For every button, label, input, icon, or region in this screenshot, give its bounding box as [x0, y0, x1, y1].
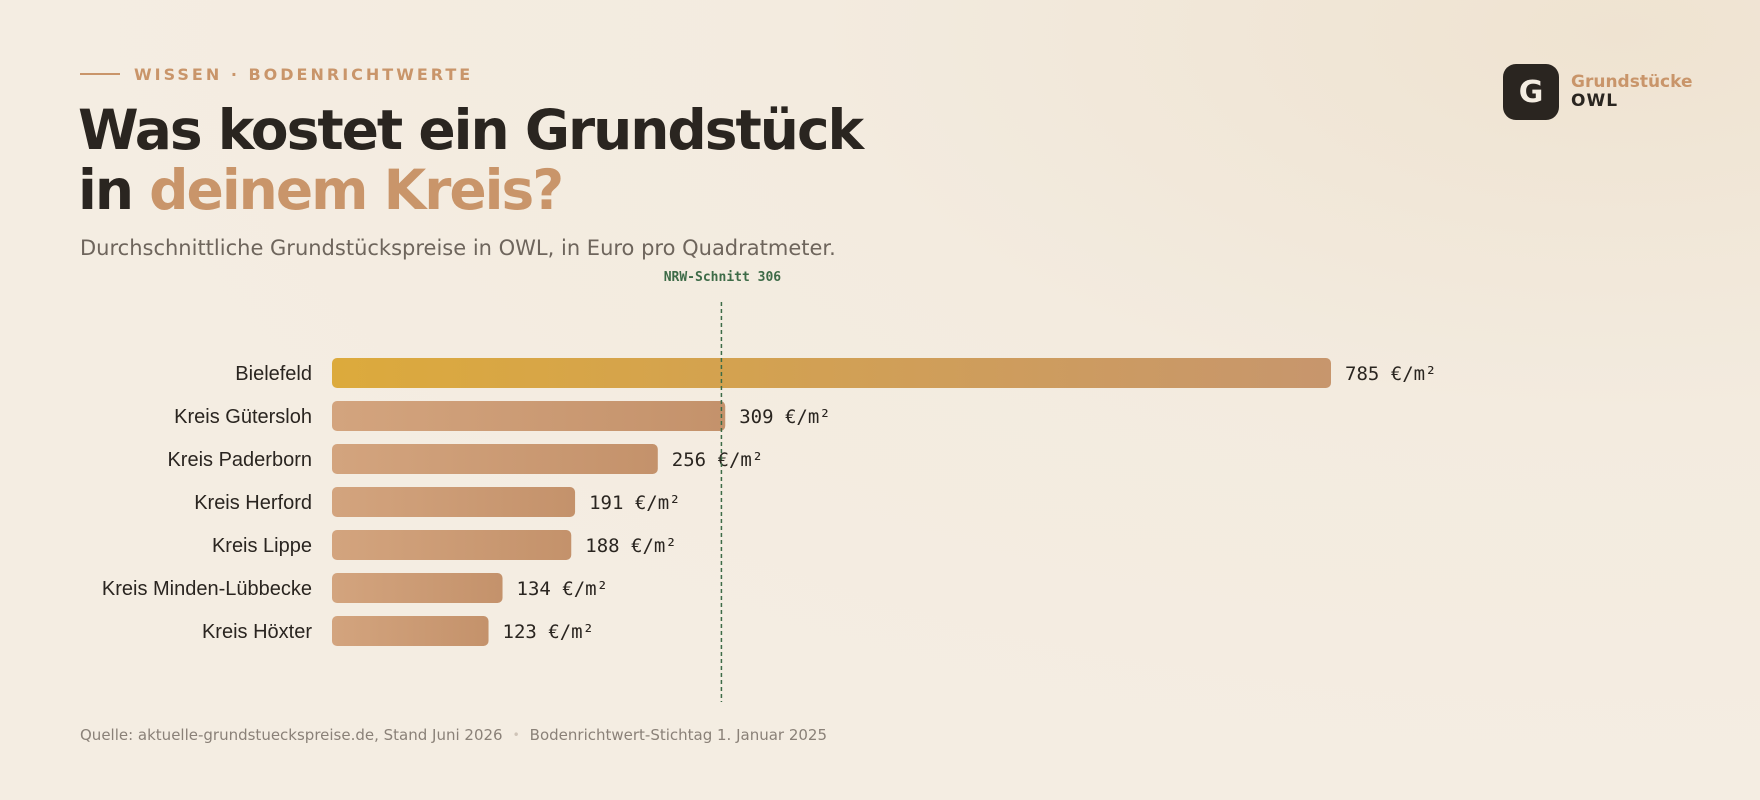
eyebrow: WISSEN · BODENRICHTWERTE	[80, 64, 473, 84]
logo-mark: G	[1503, 64, 1559, 120]
footer-separator: •	[512, 728, 520, 742]
logo-line-1: Grundstücke	[1571, 72, 1693, 92]
page-title: Was kostet ein Grundstück in deinem Krei…	[78, 98, 864, 222]
eyebrow-rule	[80, 73, 120, 75]
bar-value-label: 134 €/m²	[517, 578, 609, 600]
bar-category-label: Kreis Lippe	[212, 535, 312, 557]
bar-category-label: Kreis Herford	[194, 492, 312, 514]
bar	[332, 573, 503, 603]
bar-category-label: Kreis Höxter	[202, 621, 312, 643]
eyebrow-text: WISSEN · BODENRICHTWERTE	[134, 64, 474, 84]
footer-stichtag: Bodenrichtwert-Stichtag 1. Januar 2025	[529, 726, 828, 744]
bar-value-label: 256 €/m²	[672, 449, 764, 471]
bar-category-label: Kreis Paderborn	[167, 449, 312, 471]
bar	[332, 444, 658, 474]
bar-category-label: Bielefeld	[235, 363, 312, 385]
brand-logo: G Grundstücke OWL	[1503, 64, 1693, 120]
bar-value-label: 191 €/m²	[589, 492, 681, 514]
bar	[332, 530, 572, 560]
bar	[332, 401, 726, 431]
bar-value-label: 188 €/m²	[585, 535, 677, 557]
title-line-2-accent: deinem Kreis?	[149, 158, 564, 222]
title-line-2-prefix: in	[78, 158, 150, 222]
bar-value-label: 123 €/m²	[503, 621, 595, 643]
logo-line-2: OWL	[1571, 91, 1619, 111]
footer-source: Quelle: aktuelle-grundstueckspreise.de, …	[80, 726, 503, 744]
title-line-1: Was kostet ein Grundstück	[78, 98, 864, 162]
logo-text: Grundstücke OWL	[1571, 73, 1693, 111]
bar-value-label: 785 €/m²	[1345, 363, 1437, 385]
bar	[332, 358, 1331, 388]
footer: Quelle: aktuelle-grundstueckspreise.de, …	[80, 726, 827, 744]
bar	[332, 487, 576, 517]
bar-category-label: Kreis Minden-Lübbecke	[102, 578, 312, 600]
reference-label: NRW-Schnitt 306	[664, 270, 782, 285]
page-subtitle: Durchschnittliche Grundstückspreise in O…	[80, 236, 836, 260]
bar-value-label: 309 €/m²	[739, 406, 831, 428]
bar-category-label: Kreis Gütersloh	[174, 406, 312, 428]
bar	[332, 616, 489, 646]
